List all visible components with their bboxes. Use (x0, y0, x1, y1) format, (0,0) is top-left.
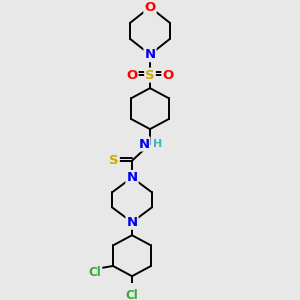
Text: N: N (126, 171, 138, 184)
Text: S: S (145, 69, 155, 82)
Text: S: S (109, 154, 119, 167)
Text: N: N (138, 137, 150, 151)
Text: N: N (144, 48, 156, 61)
Text: Cl: Cl (126, 289, 138, 300)
Text: Cl: Cl (88, 266, 101, 279)
Text: O: O (162, 69, 174, 82)
Text: N: N (126, 216, 138, 229)
Text: O: O (144, 1, 156, 13)
Text: O: O (126, 69, 138, 82)
Text: H: H (153, 139, 163, 149)
